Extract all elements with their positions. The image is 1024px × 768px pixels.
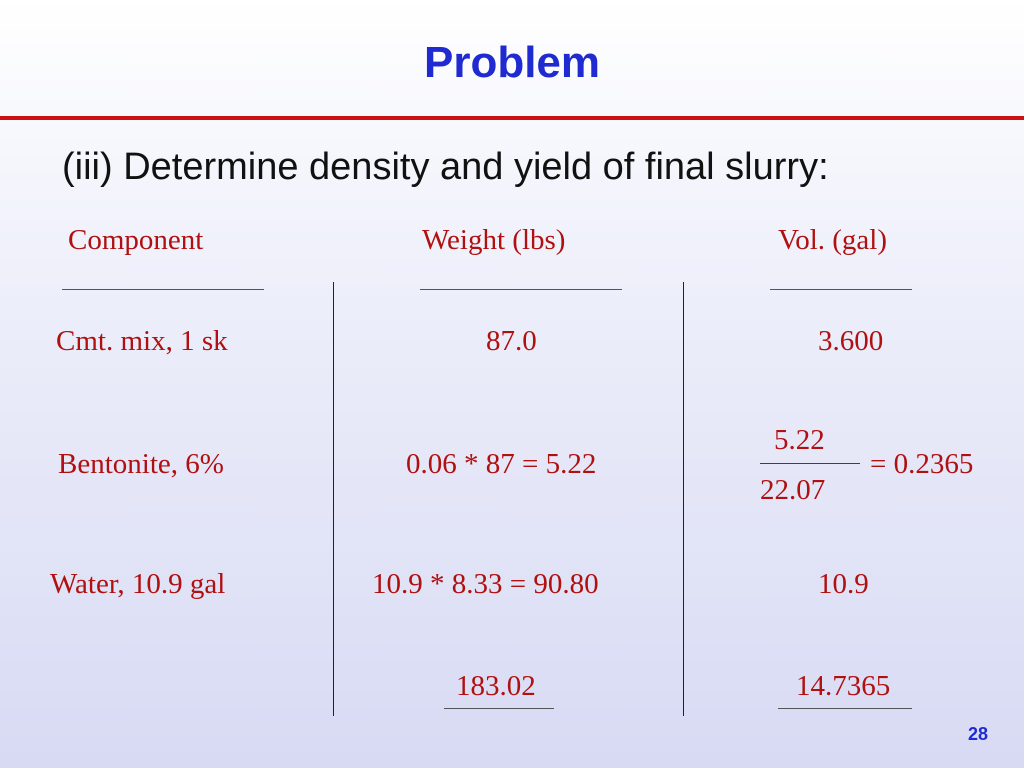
header-underline-volume — [770, 289, 912, 290]
row-component-water: Water, 10.9 gal — [50, 568, 226, 600]
fraction-denominator: 22.07 — [760, 474, 826, 506]
total-volume: 14.7365 — [796, 670, 891, 702]
row-volume-bentonite-result: = 0.2365 — [870, 448, 974, 480]
header-volume: Vol. (gal) — [778, 224, 888, 256]
column-separator-left — [333, 282, 334, 716]
slide-subtitle: (iii) Determine density and yield of fin… — [62, 146, 829, 188]
header-component: Component — [68, 224, 204, 256]
header-underline-component — [62, 289, 264, 290]
header-underline-weight — [420, 289, 622, 290]
row-component-bentonite: Bentonite, 6% — [58, 448, 224, 480]
fraction-bar — [760, 463, 860, 464]
total-volume-underline — [778, 708, 912, 709]
row-component-cement: Cmt. mix, 1 sk — [56, 325, 228, 357]
row-weight-cement: 87.0 — [486, 325, 537, 357]
total-weight-underline — [444, 708, 554, 709]
title-divider — [0, 116, 1024, 120]
total-weight: 183.02 — [456, 670, 536, 702]
row-weight-water: 10.9 * 8.33 = 90.80 — [372, 568, 599, 600]
fraction-numerator: 5.22 — [774, 424, 825, 456]
slide-title: Problem — [423, 38, 601, 87]
header-weight: Weight (lbs) — [422, 224, 566, 256]
row-weight-bentonite: 0.06 * 87 = 5.22 — [406, 448, 597, 480]
row-volume-cement: 3.600 — [818, 325, 884, 357]
row-volume-water: 10.9 — [818, 568, 869, 600]
column-separator-right — [683, 282, 684, 716]
page-number: 28 — [967, 724, 988, 744]
